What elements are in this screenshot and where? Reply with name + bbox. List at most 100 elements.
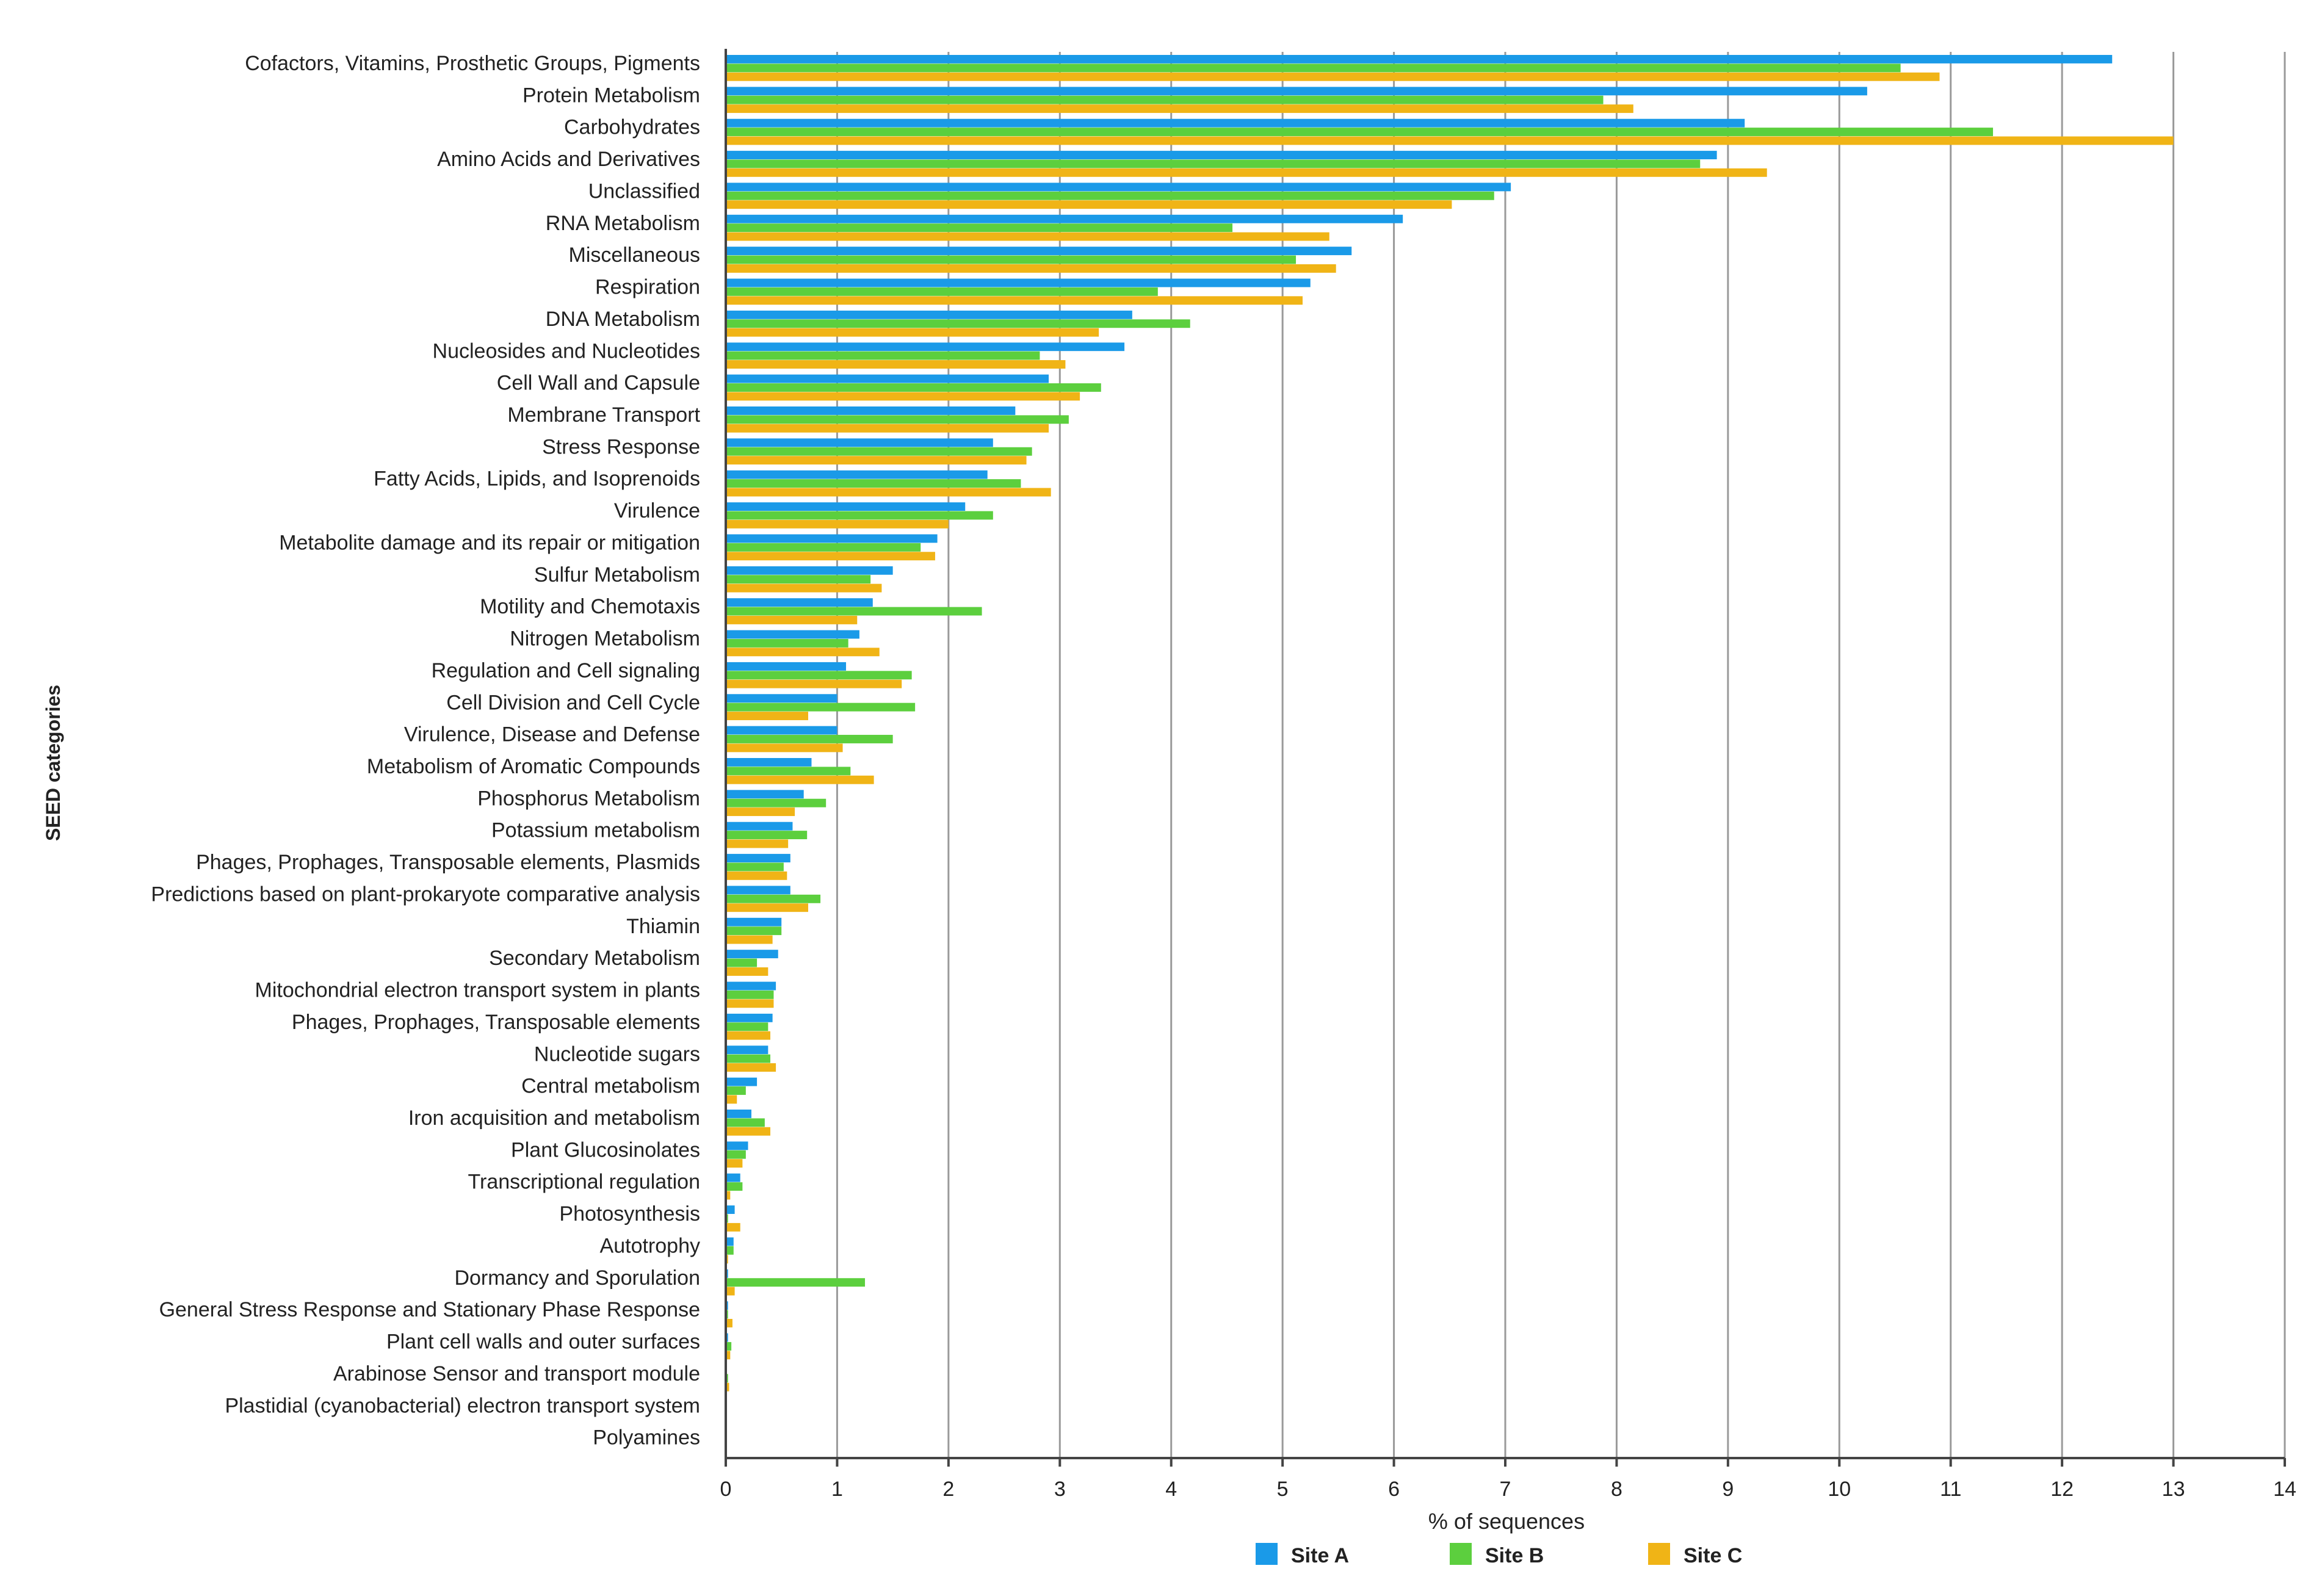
bar-site-b-17: [726, 607, 982, 616]
bar-site-c-23: [726, 807, 795, 817]
legend-swatch-site-c: [1648, 1543, 1670, 1565]
legend: Site A Site B Site C: [1256, 1543, 1742, 1567]
category-label: Nitrogen Metabolism: [510, 627, 700, 651]
category-label: General Stress Response and Stationary P…: [159, 1298, 700, 1321]
category-label: Motility and Chemotaxis: [480, 595, 700, 618]
category-label: Transcriptional regulation: [468, 1171, 701, 1194]
bar-site-c-18: [726, 648, 880, 657]
gridlines: [836, 52, 2286, 1458]
x-tick-label: 1: [831, 1478, 843, 1501]
bar-site-a-17: [726, 598, 873, 607]
legend-swatch-site-a: [1256, 1543, 1278, 1565]
legend-label-site-c: Site C: [1684, 1544, 1742, 1567]
bar-site-b-1: [726, 95, 1604, 104]
bar-site-c-34: [726, 1159, 743, 1168]
bar-site-a-34: [726, 1141, 748, 1150]
bar-site-a-16: [726, 566, 893, 575]
bars: [726, 55, 2174, 1423]
category-label: Cell Division and Cell Cycle: [446, 691, 700, 714]
bar-site-c-36: [726, 1222, 740, 1232]
bar-site-a-19: [726, 662, 847, 671]
bar-site-b-0: [726, 63, 1901, 73]
bar-site-c-7: [726, 296, 1303, 305]
bar-site-b-18: [726, 638, 848, 648]
bar-site-a-24: [726, 821, 793, 831]
bar-site-a-2: [726, 118, 1745, 128]
x-tick-label: 8: [1611, 1478, 1622, 1501]
bar-site-b-6: [726, 255, 1297, 264]
bar-site-c-22: [726, 775, 874, 784]
bar-site-b-25: [726, 862, 784, 872]
category-label: Phages, Prophages, Transposable elements…: [196, 851, 700, 874]
category-label: Secondary Metabolism: [489, 947, 700, 970]
bar-site-c-26: [726, 903, 808, 912]
category-label: Metabolism of Aromatic Compounds: [367, 755, 700, 778]
bar-site-c-19: [726, 679, 902, 688]
bar-site-b-38: [726, 1278, 866, 1287]
category-label: Miscellaneous: [569, 244, 700, 267]
x-tick-label: 9: [1722, 1478, 1734, 1501]
bar-site-c-29: [726, 999, 774, 1008]
bar-site-c-20: [726, 712, 808, 720]
bar-site-b-15: [726, 543, 921, 552]
category-label: Potassium metabolism: [491, 819, 700, 842]
bar-site-a-31: [726, 1045, 769, 1055]
category-labels: Cofactors, Vitamins, Prosthetic Groups, …: [151, 52, 700, 1450]
x-tick-label: 5: [1277, 1478, 1289, 1501]
category-label: Membrane Transport: [507, 403, 700, 427]
bar-site-c-40: [726, 1351, 731, 1360]
bar-site-a-29: [726, 981, 776, 991]
bar-site-c-17: [726, 615, 858, 624]
x-tick-label: 12: [2050, 1478, 2074, 1501]
category-label: Plastidial (cyanobacterial) electron tra…: [225, 1394, 700, 1417]
bar-site-c-4: [726, 200, 1452, 209]
x-tick-label: 4: [1165, 1478, 1177, 1501]
bar-site-b-28: [726, 958, 758, 967]
category-label: Polyamines: [593, 1426, 700, 1450]
category-label: Stress Response: [542, 435, 700, 458]
category-label: Phages, Prophages, Transposable elements: [292, 1011, 700, 1034]
bar-site-a-25: [726, 854, 790, 862]
category-label: Cell Wall and Capsule: [497, 372, 700, 395]
bar-site-b-11: [726, 415, 1069, 424]
x-tick-label: 10: [1828, 1478, 1851, 1501]
bar-site-b-7: [726, 287, 1158, 296]
legend-label-site-b: Site B: [1485, 1544, 1544, 1567]
category-label: Plant cell walls and outer surfaces: [386, 1331, 700, 1354]
category-label: Sulfur Metabolism: [534, 563, 700, 587]
bar-site-a-35: [726, 1173, 740, 1182]
bar-site-a-0: [726, 55, 2113, 63]
category-label: Carbohydrates: [564, 116, 700, 139]
bar-site-b-5: [726, 223, 1233, 233]
bar-site-b-27: [726, 926, 782, 936]
bar-site-b-9: [726, 351, 1040, 360]
category-label: Predictions based on plant-prokaryote co…: [151, 883, 700, 906]
bar-site-b-34: [726, 1150, 746, 1159]
bar-site-c-8: [726, 328, 1099, 337]
x-tick-label: 2: [942, 1478, 954, 1501]
category-label: Thiamin: [626, 915, 700, 938]
bar-site-c-11: [726, 424, 1049, 433]
legend-label-site-a: Site A: [1291, 1544, 1349, 1567]
bar-site-b-14: [726, 511, 993, 520]
bar-site-a-23: [726, 790, 804, 799]
bar-site-c-35: [726, 1191, 731, 1200]
bar-site-c-3: [726, 168, 1767, 177]
bar-site-b-2: [726, 128, 1994, 137]
bar-site-b-23: [726, 798, 826, 807]
bar-site-a-28: [726, 950, 778, 959]
bar-site-c-10: [726, 392, 1080, 401]
bar-site-b-24: [726, 831, 808, 840]
x-tick-label: 14: [2273, 1478, 2296, 1501]
category-label: Cofactors, Vitamins, Prosthetic Groups, …: [245, 52, 700, 75]
bar-site-c-16: [726, 583, 882, 593]
bar-site-c-32: [726, 1095, 737, 1104]
bar-site-c-2: [726, 136, 2174, 145]
legend-swatch-site-b: [1450, 1543, 1472, 1565]
bar-site-a-21: [726, 726, 837, 735]
bar-site-c-0: [726, 72, 1940, 81]
bar-site-a-9: [726, 342, 1125, 352]
bar-site-a-4: [726, 182, 1511, 192]
x-axis-title: % of sequences: [1428, 1509, 1585, 1534]
bar-site-c-24: [726, 839, 789, 848]
